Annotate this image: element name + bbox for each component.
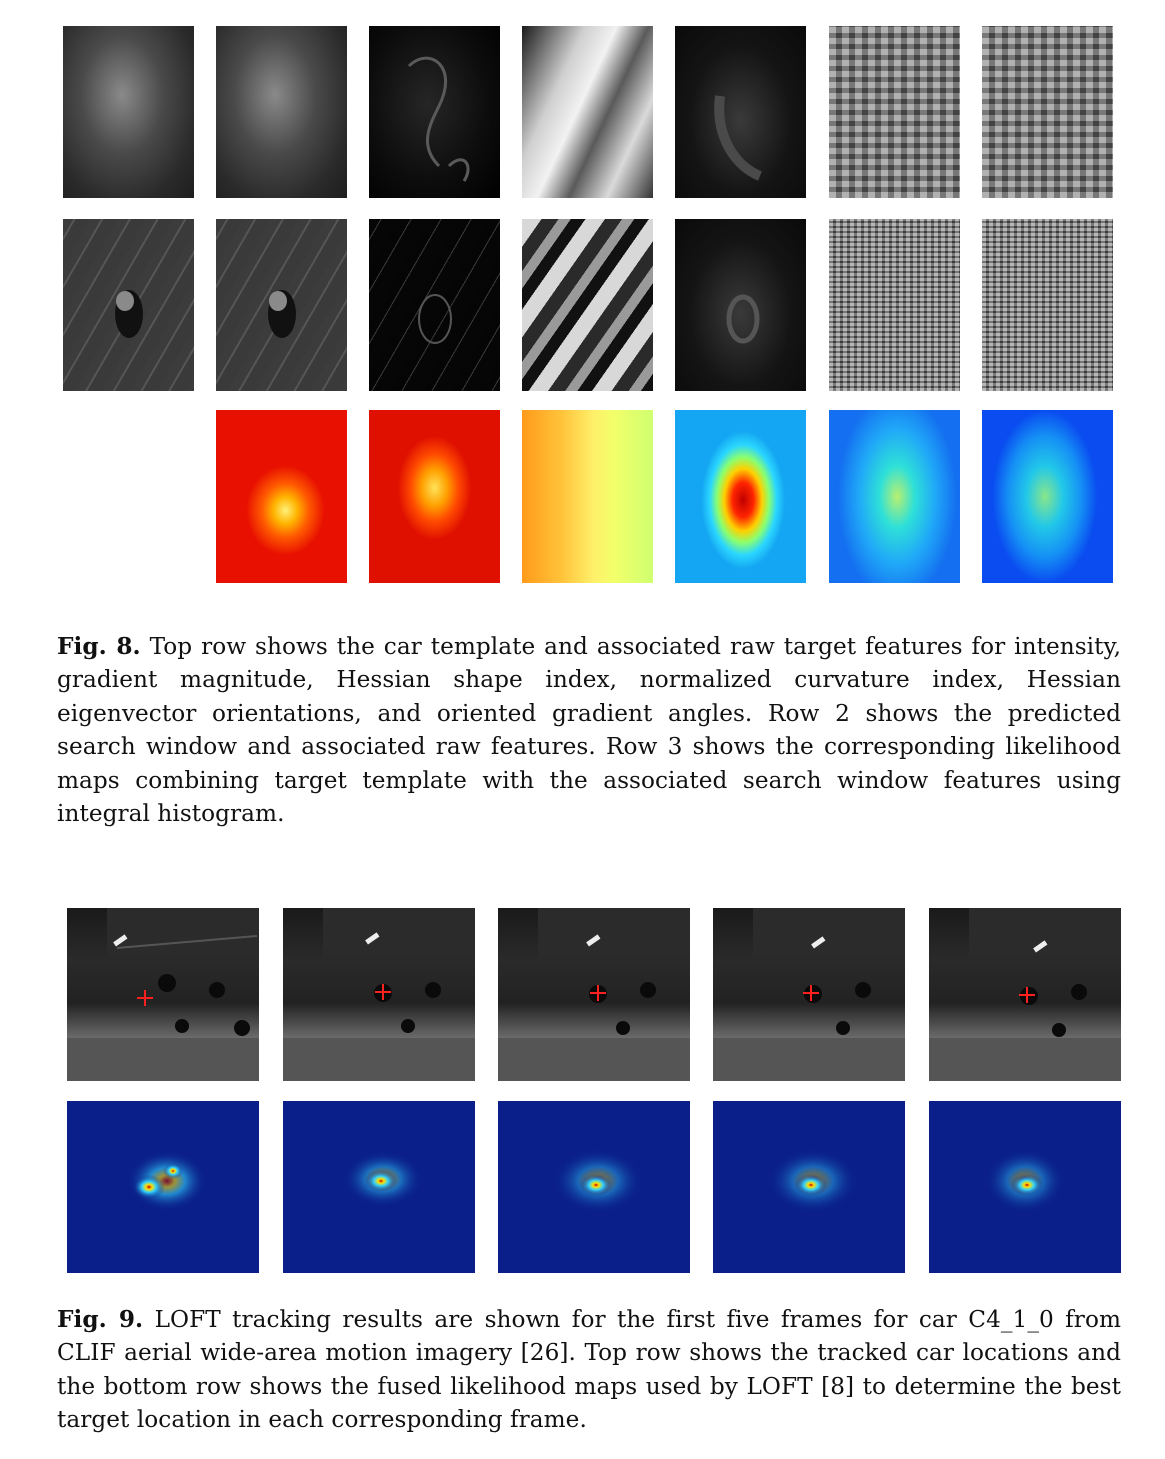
- fig8-row3-likelihood-gradient-angle: [982, 410, 1113, 583]
- fig9-likelihood-4: [713, 1101, 905, 1273]
- fig9-frame-4: [713, 908, 905, 1081]
- fig9-likelihood-5: [929, 1101, 1121, 1273]
- fig8-row2-gradient-angle: [982, 219, 1113, 391]
- fig9-frame-1: [67, 908, 259, 1081]
- fig9-caption-text: LOFT tracking results are shown for the …: [57, 1306, 1121, 1434]
- fig8-row1-gradient-magnitude: [369, 26, 500, 198]
- fig8-row3-likelihood-shape-index: [522, 410, 653, 583]
- fig8-row1-intensity: [216, 26, 347, 198]
- fig9-label: Fig. 9.: [57, 1306, 144, 1333]
- fig8-row3-likelihood-curvature: [675, 410, 806, 583]
- fig9-likelihood-2: [283, 1101, 475, 1273]
- fig8-row2-search-window: [63, 219, 194, 391]
- fig9-likelihood-3: [498, 1101, 690, 1273]
- fig9-caption: Fig. 9. LOFT tracking results are shown …: [57, 1303, 1121, 1437]
- fig8-row2-curvature-index: [675, 219, 806, 391]
- fig9-likelihood-1: [67, 1101, 259, 1273]
- fig8-row2-gradient-magnitude: [369, 219, 500, 391]
- fig8-row2-intensity: [216, 219, 347, 391]
- fig8-row1-curvature-index: [675, 26, 806, 198]
- fig8-row1-hessian-shape-index: [522, 26, 653, 198]
- fig8-row3-likelihood-eigenvector: [829, 410, 960, 583]
- fig9-frame-2: [283, 908, 475, 1081]
- fig8-caption: Fig. 8. Top row shows the car template a…: [57, 630, 1121, 830]
- fig8-row3-likelihood-intensity: [216, 410, 347, 583]
- fig9-frame-3: [498, 908, 690, 1081]
- fig8-row1-gradient-angle: [982, 26, 1113, 198]
- fig8-row3-likelihood-gradient: [369, 410, 500, 583]
- fig8-row2-eigenvector-orientation: [829, 219, 960, 391]
- fig8-label: Fig. 8.: [57, 633, 141, 660]
- fig8-row1-eigenvector-orientation: [829, 26, 960, 198]
- fig9-frame-5: [929, 908, 1121, 1081]
- fig8-row2-hessian-shape-index: [522, 219, 653, 391]
- fig8-row1-template: [63, 26, 194, 198]
- fig8-caption-text: Top row shows the car template and assoc…: [57, 633, 1121, 828]
